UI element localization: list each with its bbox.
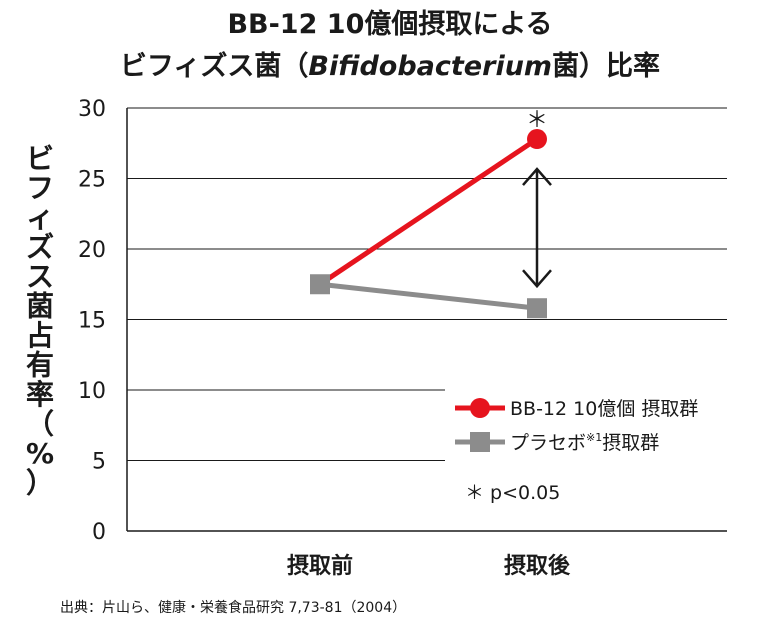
series-layer [310,129,547,319]
legend-label-placebo-suffix: 摂取群 [602,432,659,454]
significance-arrow-head-down [522,269,552,289]
chart-title-line2: ビフィズス菌（Bifidobacterium菌）比率 [120,50,660,82]
y-tick-label-20: 20 [78,238,106,263]
x-category-label-1: 摂取後 [504,553,571,579]
y-axis-label-char-11: ） [26,467,54,500]
significance-asterisk: ＊ [526,108,548,133]
y-axis-label-char-7: 有 [26,349,54,382]
significance-annotation: ＊ [522,108,552,289]
y-axis-label-char-0: ビ [26,142,54,175]
legend-label-placebo: プラセボ※1摂取群 [510,431,659,454]
series-1-point-0 [310,274,330,295]
y-tick-label-25: 25 [78,168,106,193]
y-axis-label-char-2: ィ [26,201,54,234]
chart-title-line2-post: 菌）比率 [552,50,660,82]
significance-arrow-head-up [522,167,552,186]
x-axis-categories: 摂取前 摂取後 [287,553,571,579]
series-0-point-1 [527,129,547,150]
y-tick-label-10: 10 [78,379,106,404]
y-tick-label-5: 5 [92,450,106,475]
y-tick-label-30: 30 [78,97,106,122]
y-tick-label-15: 15 [78,309,106,334]
legend-label-placebo-name: プラセボ [510,432,586,454]
y-axis-label-char-4: ス [26,260,54,293]
chart-title-line2-italic: Bifidobacterium [308,51,552,82]
y-axis-label-char-3: ズ [26,231,54,264]
y-axis-label-char-9: （ [26,408,54,441]
legend: BB-12 10億個 摂取群 プラセボ※1摂取群 [445,388,727,468]
y-tick-label-0: 0 [92,520,106,545]
source-citation: 出典：片山ら、健康・栄養食品研究 7,73-81（2004） [60,599,406,616]
p-value-note: ＊ p<0.05 [465,482,560,504]
legend-label-placebo-sup: ※1 [586,431,602,444]
y-axis-label-char-1: フ [26,172,54,205]
y-axis-ticks: 0 5 10 15 20 25 30 [78,97,106,545]
chart-title-line2-pre: ビフィズス菌（ [120,50,308,82]
series-1-point-1 [527,298,547,319]
series-line-1 [319,281,538,311]
series-line-0 [318,136,539,287]
y-axis-label-char-8: 率 [26,378,54,411]
legend-marker-placebo [470,432,490,452]
y-axis-label-char-6: 占 [26,319,54,352]
legend-label-bb12: BB-12 10億個 摂取群 [510,398,698,420]
legend-background [445,388,727,468]
y-axis-label-char-10: % [26,437,54,470]
y-axis-label-char-5: 菌 [26,290,54,323]
legend-marker-bb12 [470,398,490,418]
chart-title-line1: BB-12 10億個摂取による [227,9,552,40]
x-category-label-0: 摂取前 [287,553,353,579]
